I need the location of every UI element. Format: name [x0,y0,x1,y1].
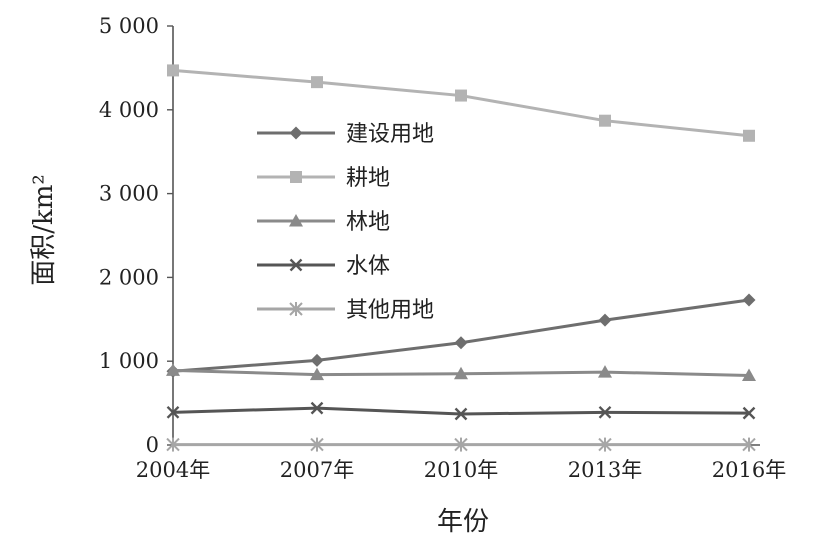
series-line [172,68,750,138]
y-tick-label: 0 [146,433,159,457]
legend-marker [290,171,302,183]
data-point [454,407,468,421]
data-point [311,76,323,89]
x-tick-label: 2010年 [424,458,498,482]
data-point [310,401,324,415]
legend-label: 林地 [346,210,390,235]
y-tick-label: 4 000 [99,98,159,122]
data-point [454,336,468,350]
data-point [599,114,611,127]
legend-label: 水体 [346,254,390,279]
data-point [742,437,756,452]
x-tick-label: 2007年 [280,458,354,482]
x-tick-label: 2004年 [136,458,210,482]
x-tick-label: 2013年 [568,458,642,482]
legend-item: 林地 [257,210,390,235]
legend-label: 建设用地 [346,122,434,147]
legend-marker [289,126,303,140]
data-point [454,366,468,380]
data-point [455,89,467,102]
y-tick-label: 3 000 [99,182,159,206]
data-point [166,363,180,376]
legend-marker [289,258,303,272]
legend-item: 耕地 [257,166,390,191]
legend-label: 其他用地 [346,298,434,323]
series-layer [166,64,756,452]
data-point [742,293,756,307]
legend-label: 耕地 [346,166,390,191]
data-point [598,365,612,378]
series-3 [166,363,756,381]
data-point [598,313,612,327]
series-5 [166,437,756,452]
data-point [310,353,324,367]
data-point [742,368,756,381]
data-point [598,405,612,419]
series-1 [166,293,756,378]
data-point [454,437,468,452]
legend-item: 其他用地 [257,298,434,323]
legend-marker [289,302,303,316]
x-axis-title: 年份 [437,507,489,537]
x-tick-label: 2016年 [712,458,786,482]
axes: 0 1 000 2 000 3 000 4 000 5 000 2004年 2007年 2010… [99,14,786,482]
y-tick-label: 2 000 [99,265,159,289]
y-tick-label: 1 000 [99,349,159,373]
legend-marker [289,214,303,227]
y-tick-label: 5 000 [99,14,159,38]
data-point [742,406,756,420]
data-point [310,367,324,381]
legend-item: 建设用地 [257,122,434,147]
data-point [743,129,755,142]
data-point [167,64,179,77]
series-4 [166,401,756,421]
data-point [166,405,180,419]
data-point [310,437,324,452]
series-2 [167,64,755,142]
y-axis-title: 面积/km² [29,174,59,286]
legend-item: 水体 [257,254,390,279]
data-point [598,437,612,452]
data-point [166,437,180,452]
series-line [172,298,750,373]
